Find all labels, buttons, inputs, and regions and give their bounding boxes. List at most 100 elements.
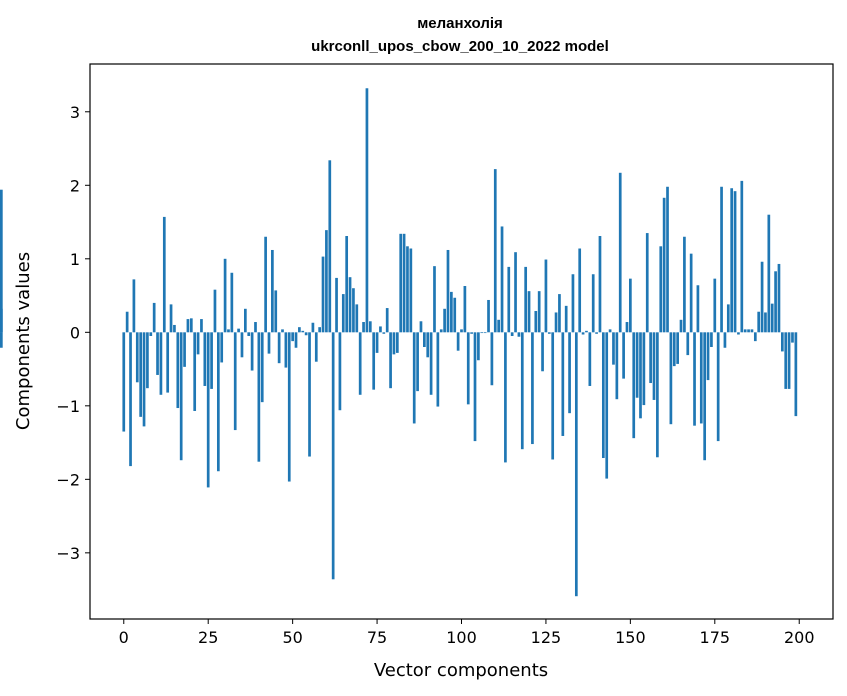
bar-17 (179, 332, 183, 461)
bar-77 (382, 332, 386, 334)
bar-160 (662, 197, 666, 333)
bar-111 (497, 319, 500, 333)
bar-66 (345, 236, 349, 333)
bar-74 (372, 332, 376, 390)
bar-196 (784, 332, 788, 389)
chart-subtitle: ukrconll_upos_cbow_200_10_2022 model (311, 38, 609, 55)
bar-42 (264, 236, 267, 333)
bar-14 (169, 304, 173, 333)
bar-51 (294, 332, 298, 348)
bar-142 (601, 332, 605, 459)
bar-95 (443, 308, 446, 333)
bar-176 (716, 332, 720, 442)
x-tick-label: 125 (531, 628, 562, 647)
x-axis-label: Vector components (374, 660, 548, 681)
bar-3 (132, 279, 136, 333)
bar-166 (683, 236, 686, 333)
bar-54 (304, 332, 308, 336)
bar-60 (325, 230, 328, 333)
y-tick-label: 3 (70, 103, 80, 122)
bar-104 (473, 332, 477, 442)
bar-120 (527, 291, 531, 333)
bar-98 (453, 297, 457, 333)
bar-189 (760, 261, 764, 333)
bar-1 (125, 311, 129, 333)
bar-107 (483, 332, 487, 334)
bar-164 (676, 332, 679, 364)
bar-85 (409, 248, 413, 333)
bar-171 (699, 332, 703, 424)
bar-192 (770, 303, 774, 333)
bar-102 (466, 332, 470, 405)
bar-183 (740, 180, 744, 333)
bar-0 (122, 332, 126, 432)
bar-157 (652, 332, 656, 400)
bar-153 (639, 332, 642, 419)
bar-122 (534, 310, 538, 333)
bar-140 (595, 332, 598, 334)
bar-165 (679, 319, 683, 333)
x-tick-label: 0 (119, 628, 129, 647)
bar-151 (632, 332, 636, 439)
bar-63 (335, 277, 338, 333)
bar-177 (720, 186, 723, 333)
bar-79 (389, 332, 392, 389)
bar-175 (713, 278, 717, 333)
bar-119 (524, 266, 528, 333)
bar-56 (311, 322, 315, 333)
y-axis-label: Components values (13, 252, 34, 430)
bar-198 (791, 332, 794, 343)
bar-174 (710, 332, 713, 348)
bar-194 (777, 263, 781, 333)
y-tick-label: 2 (70, 176, 80, 195)
y-tick-label: −1 (56, 397, 80, 416)
bar-100 (460, 329, 463, 333)
bar-195 (780, 332, 784, 352)
bar-86 (412, 332, 416, 424)
bar-26 (210, 332, 213, 389)
bar-12 (162, 216, 166, 333)
bar-135 (578, 248, 582, 333)
bar-193 (774, 271, 777, 333)
bar-109 (490, 332, 494, 386)
bar-78 (385, 308, 389, 333)
bar-undefined (0, 189, 3, 333)
bar-146 (615, 332, 619, 400)
bar-16 (176, 332, 180, 409)
bar-11 (159, 332, 163, 395)
bar-149 (625, 322, 629, 333)
bar-71 (362, 322, 365, 333)
bar-43 (267, 332, 271, 354)
bar-137 (585, 330, 588, 333)
x-tick-label: 25 (198, 628, 218, 647)
bar-169 (693, 332, 696, 426)
x-tick-label: 175 (700, 628, 731, 647)
bar-181 (733, 191, 737, 333)
bar-167 (686, 332, 690, 356)
bar-40 (257, 332, 261, 462)
bar-124 (541, 332, 544, 372)
bar-21 (193, 332, 197, 411)
bar-33 (233, 332, 237, 431)
bar-37 (247, 332, 251, 336)
bar-158 (656, 332, 659, 458)
bar-115 (510, 332, 514, 336)
bar-103 (470, 332, 473, 334)
y-tick-label: −3 (56, 544, 80, 563)
bar-117 (517, 332, 521, 337)
bar-36 (244, 308, 247, 333)
bar-75 (375, 332, 379, 353)
bar-48 (284, 332, 288, 368)
bar-163 (672, 332, 676, 367)
bar-67 (348, 277, 352, 333)
bar-34 (237, 328, 240, 333)
bar-123 (537, 291, 541, 333)
bar-179 (726, 304, 730, 333)
bar-138 (588, 332, 592, 386)
bar-30 (223, 258, 227, 333)
bar-53 (301, 330, 305, 333)
bar-154 (642, 332, 646, 406)
bar-116 (514, 252, 517, 333)
bar-139 (591, 274, 595, 333)
bar-15 (173, 324, 176, 333)
